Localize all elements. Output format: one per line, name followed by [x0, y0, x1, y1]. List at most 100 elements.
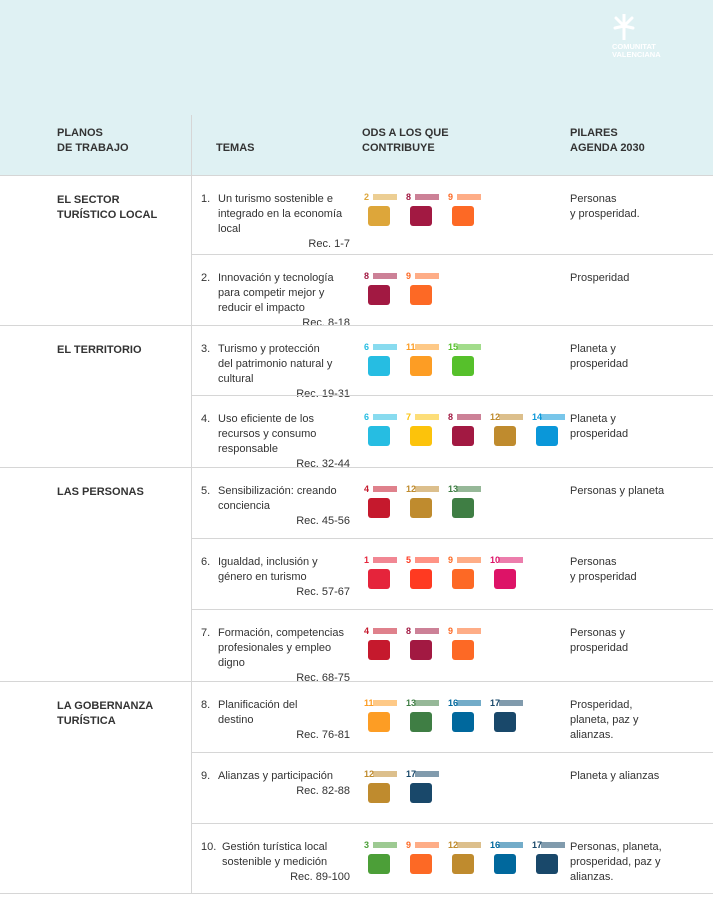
sdg-number: 6	[364, 342, 370, 352]
recommendations: Rec. 32-44	[296, 458, 350, 470]
sdg-label	[457, 344, 481, 350]
sdg-number: 11	[364, 698, 374, 708]
sdg-label	[457, 628, 481, 634]
section-title: TURÍSTICO LOCAL	[57, 209, 158, 221]
sdg-icon: 12	[406, 484, 442, 524]
theme-number: 7.	[201, 627, 211, 639]
sdg-number: 6	[364, 412, 370, 422]
sdg-icon: 4	[364, 626, 400, 666]
sdg-icon: 17	[532, 840, 568, 880]
pillar-text: y prosperidad	[570, 571, 637, 583]
sdg-number: 3	[364, 840, 370, 850]
pillar-text: Personas y planeta	[570, 485, 665, 497]
row-divider	[191, 538, 713, 539]
sdg-number: 4	[364, 484, 370, 494]
row-divider	[191, 752, 713, 753]
theme-text: Gestión turística local	[222, 841, 328, 853]
sdg-number: 9	[448, 555, 454, 565]
sdg-number: 14	[532, 412, 543, 422]
pillar-text: y prosperidad.	[570, 208, 640, 220]
recommendations: Rec. 89-100	[290, 871, 350, 883]
sdg-icon: 12	[490, 412, 526, 452]
sdg-pictogram	[452, 569, 474, 589]
sdg-pictogram	[494, 712, 516, 732]
section-title: LAS PERSONAS	[57, 486, 144, 498]
sdg-icon: 16	[490, 840, 526, 880]
recommendations: Rec. 76-81	[296, 729, 350, 741]
sdg-number: 13	[448, 484, 459, 494]
sdg-label	[415, 414, 439, 420]
sdg-number: 8	[448, 412, 454, 422]
sdg-pictogram	[452, 426, 474, 446]
sdg-label	[415, 486, 439, 492]
recommendations: Rec. 68-75	[296, 672, 350, 684]
sdg-number: 12	[364, 769, 375, 779]
sdg-icon: 4	[364, 484, 400, 524]
pillar-text: alianzas.	[570, 729, 614, 741]
sdg-label	[415, 557, 439, 563]
sdg-pictogram	[410, 356, 432, 376]
logo-text: COMUNITAT	[612, 42, 656, 51]
sdg-pictogram	[410, 285, 432, 305]
sdg-pictogram	[410, 206, 432, 226]
sdg-label	[457, 557, 481, 563]
column-header: ODS A LOS QUE	[362, 127, 449, 139]
sdg-pictogram	[452, 498, 474, 518]
theme-text: cultural	[218, 373, 254, 385]
sdg-label	[457, 700, 481, 706]
sdg-label	[457, 842, 481, 848]
sdg-label	[373, 557, 397, 563]
sdg-icon: 8	[406, 192, 442, 232]
sdg-label	[457, 486, 481, 492]
theme-number: 5.	[201, 485, 211, 497]
sdg-pictogram	[410, 498, 432, 518]
sdg-number: 7	[406, 412, 412, 422]
theme-text: Innovación y tecnología	[218, 272, 334, 284]
section-title: EL SECTOR	[57, 194, 120, 206]
pillar-text: alianzas.	[570, 871, 614, 883]
sdg-icon: 1	[364, 555, 400, 595]
theme-text: conciencia	[218, 500, 270, 512]
theme-text: Sensibilización: creando	[218, 485, 337, 497]
sdg-number: 8	[406, 626, 412, 636]
sdg-label	[373, 273, 397, 279]
sdg-label	[499, 557, 523, 563]
sdg-icon: 7	[406, 412, 442, 452]
sdg-pictogram	[452, 712, 474, 732]
sdg-pictogram	[368, 783, 390, 803]
pillar-text: planeta, paz y	[570, 714, 639, 726]
section-title: TURÍSTICA	[57, 715, 116, 727]
sdg-pictogram	[410, 569, 432, 589]
row-divider	[191, 254, 713, 255]
recommendations: Rec. 82-88	[296, 785, 350, 797]
sdg-icon: 17	[490, 698, 526, 738]
sdg-icon: 9	[448, 555, 484, 595]
sdg-label	[373, 486, 397, 492]
sdg-icon: 8	[406, 626, 442, 666]
pillar-text: prosperidad	[570, 358, 629, 370]
theme-text: profesionales y empleo	[218, 642, 332, 654]
sdg-pictogram	[410, 783, 432, 803]
theme-number: 10.	[201, 841, 217, 853]
column-header: AGENDA 2030	[570, 142, 645, 154]
theme-text: sostenible y medición	[222, 856, 328, 868]
theme-number: 4.	[201, 413, 211, 425]
recommendations: Rec. 57-67	[296, 586, 350, 598]
sdg-label	[457, 194, 481, 200]
pillar-text: Planeta y	[570, 343, 616, 355]
theme-text: Alianzas y participación	[218, 770, 333, 782]
section-divider	[0, 325, 713, 326]
sdg-label	[373, 414, 397, 420]
sdg-number: 12	[406, 484, 417, 494]
sdg-number: 5	[406, 555, 412, 565]
sdg-icon: 5	[406, 555, 442, 595]
sdg-pictogram	[494, 854, 516, 874]
sdg-label	[373, 771, 397, 777]
sdg-icon: 11	[406, 342, 442, 382]
sdg-label	[541, 842, 565, 848]
sdg-pictogram	[452, 854, 474, 874]
sdg-label	[415, 700, 439, 706]
sdg-pictogram	[536, 426, 558, 446]
row-divider	[191, 823, 713, 824]
sdg-pictogram	[452, 640, 474, 660]
